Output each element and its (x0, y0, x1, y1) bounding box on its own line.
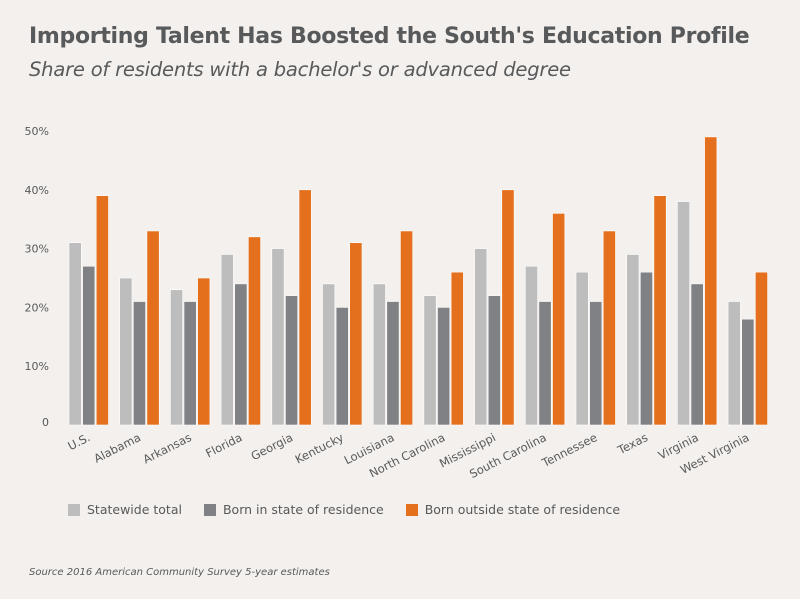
bar-arkansas-1 (183, 301, 197, 426)
legend-swatch (405, 503, 418, 516)
bar-u-s--2 (95, 195, 109, 426)
bar-louisiana-0 (372, 283, 386, 426)
bar-georgia-1 (285, 295, 298, 426)
bar-north-carolina-1 (437, 307, 451, 426)
x-tick-label: Tennessee (539, 430, 600, 470)
x-tick-label: Texas (614, 430, 650, 457)
bar-west-virginia-1 (741, 318, 755, 426)
chart-title: Importing Talent Has Boosted the South's… (29, 24, 750, 49)
legend-item-statewide: Statewide total (68, 502, 182, 517)
bar-north-carolina-2 (450, 271, 464, 426)
bar-kentucky-1 (335, 307, 349, 426)
bar-mississippi-1 (487, 295, 501, 426)
bar-tennessee-0 (575, 271, 589, 426)
bar-kentucky-2 (349, 242, 363, 426)
bar-texas-0 (626, 254, 640, 426)
legend-swatch (68, 503, 80, 516)
bar-virginia-1 (690, 283, 704, 426)
bar-west-virginia-0 (727, 301, 741, 426)
bar-north-carolina-0 (423, 295, 437, 426)
bar-south-carolina-1 (538, 301, 552, 426)
bar-arkansas-2 (197, 277, 211, 426)
bar-south-carolina-0 (524, 265, 538, 426)
chart-subtitle: Share of residents with a bachelor's or … (29, 58, 571, 81)
bar-tennessee-2 (602, 230, 616, 426)
bar-kentucky-0 (322, 283, 336, 426)
bar-georgia-0 (271, 248, 285, 426)
x-tick-label: Alabama (92, 430, 144, 465)
bar-south-carolina-2 (552, 213, 566, 426)
y-tick-label: 30% (25, 243, 49, 256)
legend-label: Born outside state of residence (424, 502, 621, 517)
bar-florida-0 (220, 254, 234, 426)
x-tick-label: U.S. (65, 430, 92, 453)
bar-texas-1 (639, 271, 653, 426)
bar-louisiana-1 (386, 301, 400, 426)
bar-texas-2 (653, 195, 667, 426)
bar-mississippi-2 (501, 189, 515, 426)
bar-tennessee-1 (589, 301, 603, 426)
y-tick-label: 10% (25, 360, 49, 373)
legend-item-born-in-state: Born in state of residence (203, 502, 384, 517)
bar-u-s--0 (68, 242, 82, 426)
x-tick-label: Florida (203, 430, 244, 460)
bar-arkansas-0 (170, 289, 183, 426)
y-tick-label: 50% (25, 125, 49, 138)
bar-west-virginia-2 (754, 271, 768, 426)
bar-virginia-2 (704, 136, 718, 426)
x-tick-label: Kentucky (293, 430, 346, 466)
y-tick-label: 40% (25, 184, 49, 197)
y-tick-label: 20% (25, 301, 49, 314)
bar-u-s--1 (82, 265, 96, 426)
bar-louisiana-2 (400, 230, 413, 426)
bar-virginia-0 (677, 201, 691, 426)
bar-mississippi-0 (474, 248, 488, 426)
bar-georgia-2 (298, 189, 312, 426)
x-tick-label: Arkansas (141, 430, 194, 466)
source-note: Source 2016 American Community Survey 5-… (29, 567, 330, 578)
bar-alabama-0 (119, 277, 133, 426)
bar-alabama-2 (146, 230, 160, 426)
legend-label: Statewide total (87, 502, 182, 517)
bar-florida-2 (248, 236, 261, 426)
legend-item-born-outside: Born outside state of residence (405, 502, 621, 517)
x-tick-label: Georgia (249, 430, 296, 463)
legend-label: Born in state of residence (222, 502, 384, 517)
legend-swatch (203, 503, 216, 516)
bar-florida-1 (234, 283, 248, 426)
bar-alabama-1 (133, 301, 146, 426)
legend: Statewide total Born in state of residen… (68, 502, 620, 517)
y-tick-label: 0 (42, 416, 49, 429)
